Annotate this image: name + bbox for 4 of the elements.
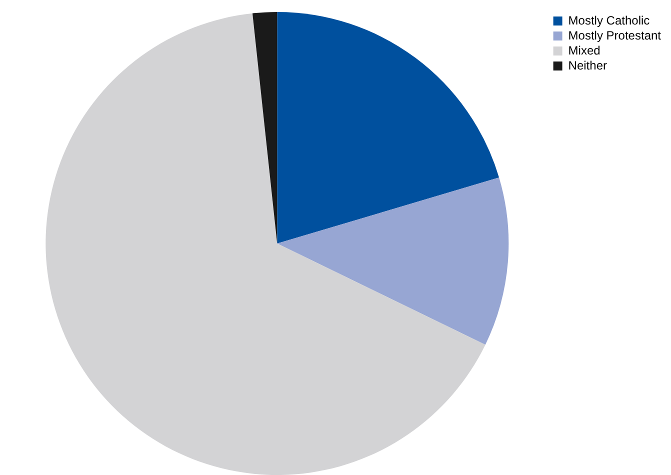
legend-label: Mostly Protestant	[568, 28, 662, 42]
legend-label: Mixed	[568, 43, 600, 58]
legend-label: Mostly Catholic	[568, 13, 650, 28]
legend-label: Neither	[568, 58, 607, 72]
